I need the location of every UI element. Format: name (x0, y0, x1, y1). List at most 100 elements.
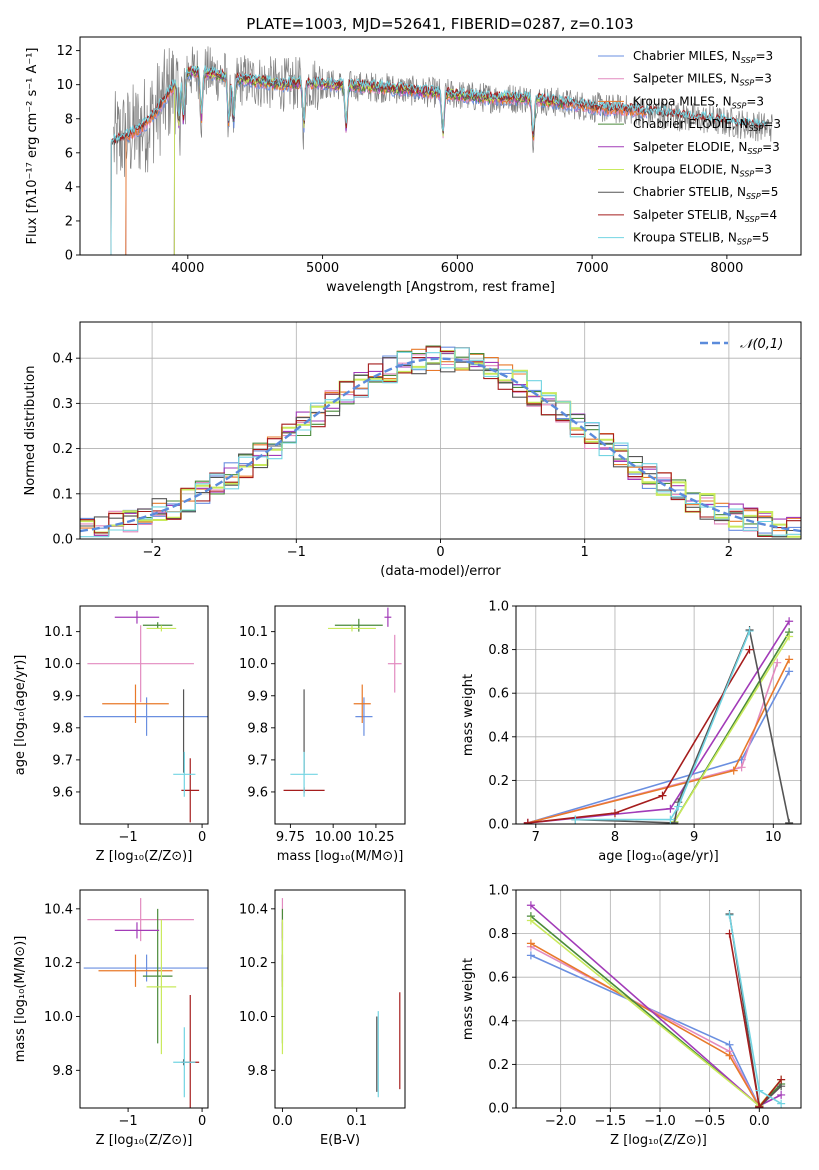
legend-label: Chabrier ELODIE, NSSP=3 (633, 117, 781, 133)
y-tick-label: 0.6 (488, 687, 509, 702)
x-tick-label: −1 (287, 545, 306, 560)
legend-sub: SSP (746, 192, 761, 201)
plot-area-massweight_vs_age (523, 617, 794, 824)
y-axis-label: age [log₁₀(age/yr)] (13, 655, 28, 776)
plus-marker (674, 802, 683, 811)
x-tick-label: 7 (532, 830, 540, 845)
mass-weight-line (527, 649, 751, 824)
x-tick-label: −2.0 (545, 1114, 577, 1129)
y-tick-label: 0.0 (52, 533, 73, 548)
axes-spectrum: 4000 5000 6000 7000 8000 0 2 4 6 8 10 12 wavelength … (25, 36, 802, 295)
legend-label-text: Salpeter STELIB, N (633, 208, 745, 222)
y-tick-label: 10.4 (44, 902, 73, 917)
legend-sub: SSP (747, 147, 762, 156)
plus-marker (755, 1102, 764, 1108)
y-tick-label: 10.1 (44, 625, 73, 640)
legend-label-text: Chabrier STELIB, N (633, 185, 746, 199)
legend-nssp: =3 (754, 163, 772, 177)
axes-frame (274, 605, 406, 825)
legend-sub: SSP (740, 170, 755, 179)
plus-marker (666, 804, 675, 813)
plus-marker (725, 911, 734, 920)
y-tick-label: 1.0 (488, 884, 509, 899)
legend-nssp: =4 (759, 208, 777, 222)
y-axis-label: mass weight (461, 958, 476, 1040)
mass-weight-line (673, 636, 790, 823)
y-tick-label: 10.0 (44, 657, 73, 672)
x-tick-label: 9 (690, 830, 698, 845)
plus-marker (745, 627, 754, 636)
x-tick-label: 0.1 (346, 1114, 367, 1129)
y-tick-label: 0.4 (52, 352, 73, 367)
legend-nssp: =5 (752, 231, 770, 245)
axes-frame (79, 36, 802, 256)
legend-label-text: Salpeter ELODIE, N (633, 140, 747, 154)
plot-area-age_vs_mass (283, 607, 402, 797)
legend-nssp: =5 (761, 185, 779, 199)
x-axis-label: age [log₁₀(age/yr)] (598, 849, 719, 864)
y-tick-label: 6 (65, 146, 73, 161)
y-tick-label: 0.6 (488, 971, 509, 986)
legend-label-text: Chabrier ELODIE, N (633, 117, 749, 131)
x-tick-label: 0.0 (749, 1114, 770, 1129)
y-tick-label: 9.6 (247, 785, 268, 800)
legend-nssp: =3 (755, 49, 773, 63)
plus-marker (777, 1090, 786, 1099)
legend-label: Kroupa ELODIE, NSSP=3 (633, 163, 772, 179)
mass-weight-line (575, 630, 751, 821)
plus-marker (755, 1086, 764, 1095)
legend-label: Kroupa MILES, NSSP=3 (633, 94, 764, 110)
legend-sub: SSP (749, 124, 764, 133)
y-axis-label: Flux [fλ10⁻¹⁷ erg cm⁻² s⁻¹ A⁻¹] (25, 48, 40, 245)
axes-massweight_vs_age: 7 8 9 10 0.0 0.2 0.4 0.6 0.8 1.0 age [log₁₀(age/yr… (461, 600, 802, 864)
y-tick-label: 9.6 (52, 785, 73, 800)
y-tick-label: 1.0 (488, 600, 509, 615)
mass-weight-line (527, 671, 790, 824)
y-tick-label: 0.1 (52, 487, 73, 502)
plot-area-massweight_vs_Z (526, 901, 786, 1108)
legend-label: Kroupa STELIB, NSSP=5 (633, 231, 769, 247)
x-axis-label: E(B-V) (320, 1133, 360, 1148)
y-tick-label: 10.0 (239, 657, 268, 672)
y-tick-label: 10.0 (239, 1010, 268, 1025)
legend-label-text: Kroupa STELIB, N (633, 231, 737, 245)
axes-frame (515, 605, 802, 825)
plus-marker (745, 645, 754, 654)
plus-marker (785, 655, 794, 664)
plus-marker (526, 939, 535, 948)
y-tick-label: 12 (56, 44, 73, 59)
y-tick-label: 0.4 (488, 730, 509, 745)
x-tick-label: −1 (119, 830, 138, 845)
plot-area-spectrum (110, 46, 773, 255)
mass-weight-line (530, 954, 761, 1108)
x-tick-label: 6000 (441, 261, 474, 276)
x-axis-label: wavelength [Angstrom, rest frame] (326, 280, 555, 295)
y-tick-label: 0.2 (488, 1058, 509, 1073)
plus-marker (773, 658, 782, 667)
x-tick-label: −1.0 (644, 1114, 676, 1129)
plus-marker (785, 667, 794, 676)
x-tick-label: 8000 (710, 261, 743, 276)
legend-sub: SSP (737, 238, 752, 247)
y-tick-label: 9.8 (52, 721, 73, 736)
axes-mass_vs_ebv: 0.0 0.1 9.8 10.0 10.2 10.4 E(B-V) (239, 889, 406, 1148)
legend-nssp: =3 (746, 94, 764, 108)
legend-label: Salpeter STELIB, NSSP=4 (633, 208, 777, 224)
x-tick-label: 10 (765, 830, 782, 845)
x-tick-label: 10.00 (315, 830, 352, 845)
plus-marker (670, 818, 679, 824)
y-tick-label: 0 (65, 249, 73, 264)
x-tick-label: 0 (436, 545, 444, 560)
plus-marker (785, 617, 794, 626)
plot-area-mass_vs_Z (83, 898, 208, 1108)
plus-marker (737, 763, 746, 772)
y-axis-label: mass weight (461, 674, 476, 756)
legend-label: Salpeter MILES, NSSP=3 (633, 72, 772, 88)
axes-frame (79, 321, 802, 540)
y-tick-label: 9.7 (247, 753, 268, 768)
x-tick-label: −1.5 (595, 1114, 627, 1129)
x-tick-label: 0.0 (272, 1114, 293, 1129)
mass-weight-line (728, 913, 782, 1108)
y-tick-label: 10 (56, 78, 73, 93)
